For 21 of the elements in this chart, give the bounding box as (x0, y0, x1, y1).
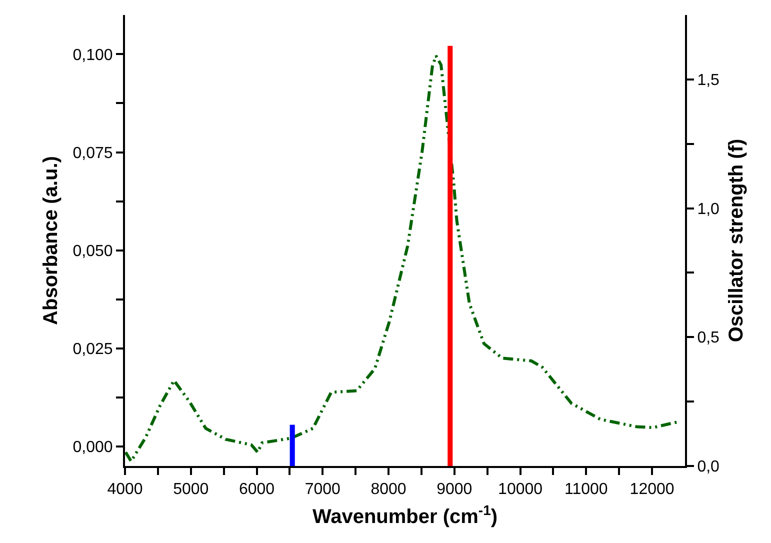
x-tick-label: 10000 (498, 481, 543, 498)
y2-tick-label: 0,0 (697, 458, 720, 476)
y-axis-title: Absorbance (a.u.) (40, 156, 62, 325)
x-tick-label: 12000 (630, 481, 674, 498)
y-tick-label: 0,075 (72, 144, 113, 162)
y2-tick-label: 0,5 (697, 330, 720, 347)
y-tick-label: 0,000 (72, 438, 113, 456)
y2-tick-label: 1,5 (697, 72, 720, 90)
y2-tick-label: 1,0 (697, 200, 720, 218)
x-tick-label: 8000 (370, 481, 406, 498)
x-tick-label: 6000 (238, 481, 275, 498)
x-tick-label: 9000 (436, 481, 472, 498)
x-axis-title: Wavenumber (cm$^{-1}$) (312, 502, 498, 528)
y-tick-label: 0,050 (72, 242, 113, 260)
x-tick-label: 4000 (107, 481, 143, 498)
x-tick-label: 11000 (564, 481, 608, 498)
x-tick-label: 7000 (304, 481, 341, 498)
y2-axis-title: Oscillator strength (f) (726, 138, 748, 342)
y-tick-label: 0,025 (72, 340, 113, 358)
x-tick-label: 5000 (173, 481, 209, 498)
y-tick-label: 0,100 (72, 46, 113, 64)
